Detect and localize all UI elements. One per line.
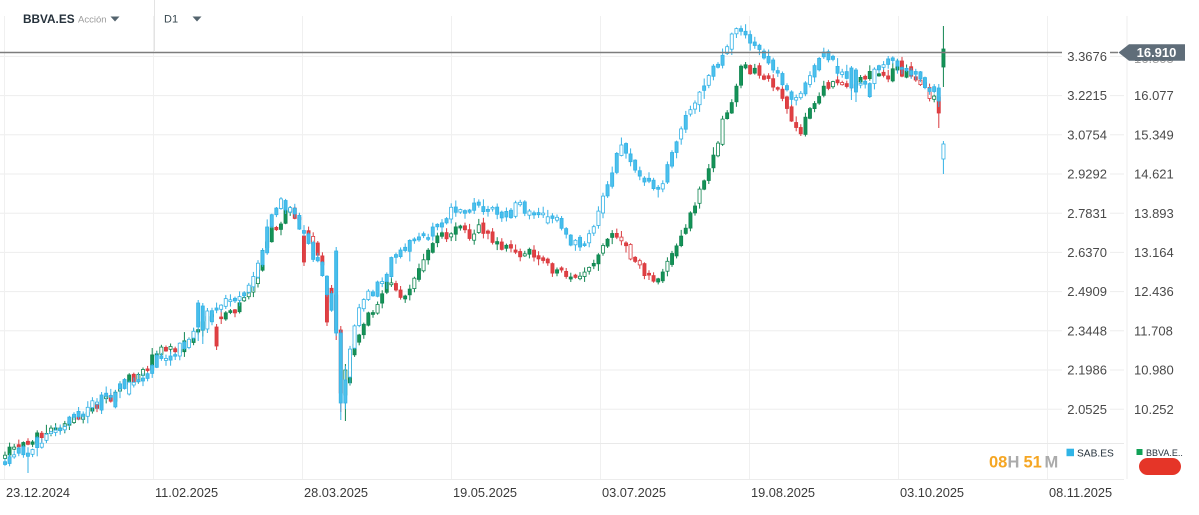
svg-text:12.436: 12.436 [1134,284,1174,299]
svg-text:SAB.ES: SAB.ES [1077,449,1114,460]
svg-text:19.08.2025: 19.08.2025 [751,485,815,500]
svg-text:03.07.2025: 03.07.2025 [602,485,666,500]
svg-text:H: H [1008,454,1020,472]
svg-text:M: M [1045,454,1059,472]
svg-text:2.3448: 2.3448 [1067,323,1107,338]
svg-text:3.3676: 3.3676 [1067,49,1107,64]
svg-text:11.708: 11.708 [1134,323,1173,338]
svg-text:13.893: 13.893 [1134,206,1174,221]
svg-text:51: 51 [1024,454,1042,472]
svg-text:2.6370: 2.6370 [1067,245,1107,260]
svg-text:2.7831: 2.7831 [1067,206,1107,221]
svg-text:15.349: 15.349 [1134,127,1174,142]
svg-text:Acción: Acción [78,15,107,26]
svg-text:03.10.2025: 03.10.2025 [900,485,964,500]
svg-text:3.0754: 3.0754 [1067,127,1107,142]
svg-text:10.252: 10.252 [1134,402,1174,417]
svg-text:11.02.2025: 11.02.2025 [155,485,218,500]
svg-text:D1: D1 [164,14,178,26]
svg-text:2.0525: 2.0525 [1067,402,1107,417]
svg-text:23.12.2024: 23.12.2024 [6,485,70,500]
svg-text:BBVA.E..: BBVA.E.. [1146,448,1183,458]
svg-text:14.621: 14.621 [1134,167,1174,182]
svg-text:16.077: 16.077 [1134,88,1174,103]
svg-text:3.2215: 3.2215 [1067,88,1107,103]
svg-text:10.980: 10.980 [1134,363,1174,378]
svg-text:BBVA.ES: BBVA.ES [23,12,75,26]
svg-text:19.05.2025: 19.05.2025 [453,485,517,500]
svg-text:16.910: 16.910 [1137,45,1177,60]
svg-text:2.4909: 2.4909 [1067,284,1107,299]
svg-text:08.11.2025: 08.11.2025 [1049,485,1112,500]
svg-text:08: 08 [989,454,1007,472]
svg-text:13.164: 13.164 [1134,245,1174,260]
svg-text:2.9292: 2.9292 [1067,167,1107,182]
svg-text:28.03.2025: 28.03.2025 [304,485,368,500]
svg-text:2.1986: 2.1986 [1067,363,1107,378]
